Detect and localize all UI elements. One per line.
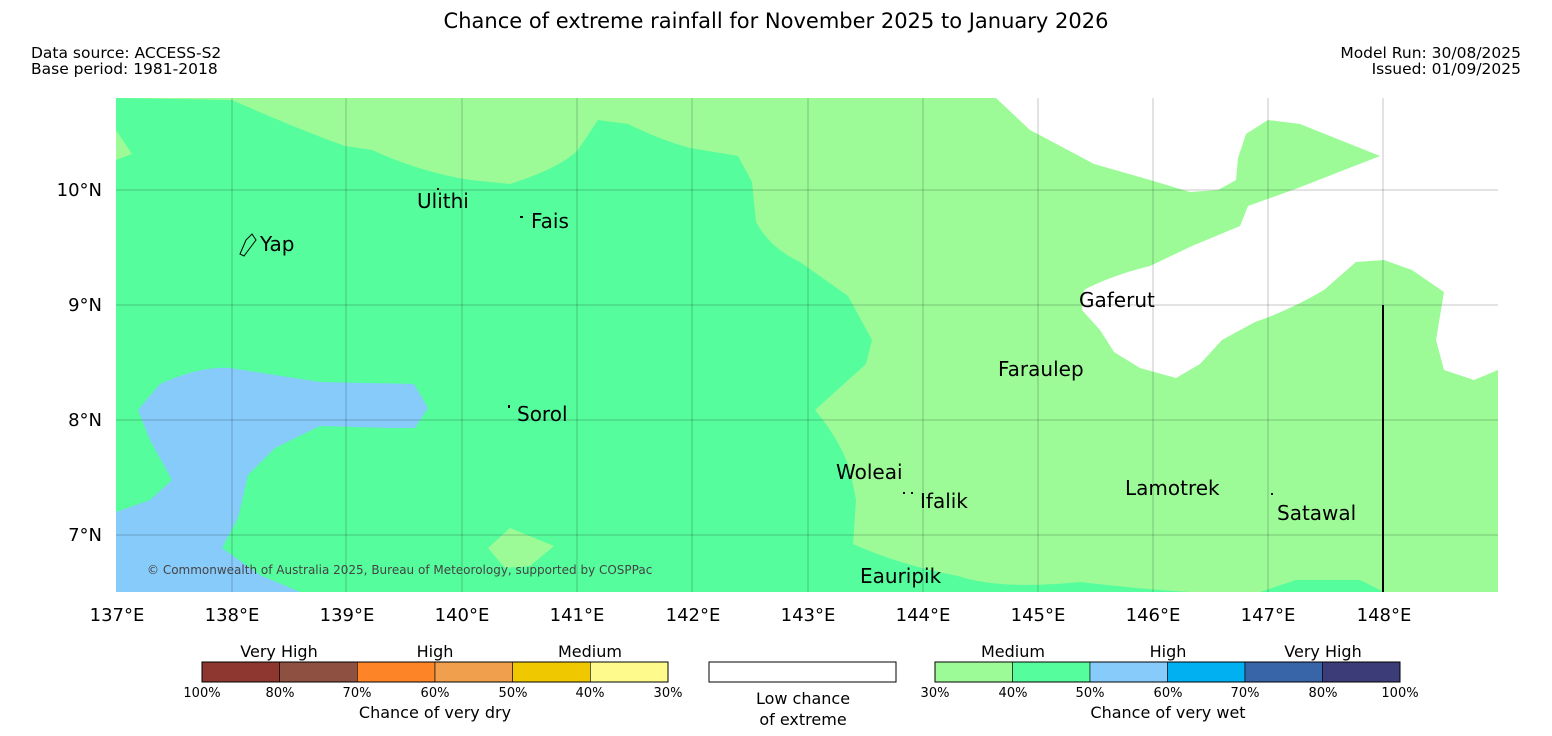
place-label-sorol: Sorol: [517, 402, 568, 426]
lon-label: 143°E: [781, 605, 836, 626]
place-label-woleai: Woleai: [836, 460, 903, 484]
lon-label: 137°E: [90, 605, 145, 626]
yap-island-outline: [239, 233, 257, 257]
lon-label: 140°E: [435, 605, 490, 626]
place-label-fais: Fais: [531, 209, 569, 233]
legend-low-chance: Low chance of extreme: [708, 661, 897, 729]
place-label-faraulep: Faraulep: [998, 357, 1084, 381]
lon-label: 145°E: [1011, 605, 1066, 626]
place-label-gaferut: Gaferut: [1079, 288, 1155, 312]
legend-dry-tick: 30%: [654, 686, 683, 701]
legend-dry-tick: 40%: [576, 686, 605, 701]
legend-dry-swatch: [357, 661, 436, 683]
legend-dry-swatch: [201, 661, 280, 683]
region-wet-medium-40-50-patch: [1260, 580, 1384, 592]
base-period: Base period: 1981-2018: [31, 60, 218, 78]
place-label-yap: Yap: [259, 232, 294, 256]
lon-label: 142°E: [666, 605, 721, 626]
issued-date: Issued: 01/09/2025: [1371, 60, 1521, 78]
place-label-lamotrek: Lamotrek: [1125, 476, 1220, 500]
legend-dry-group-label: Very High: [240, 642, 317, 661]
lat-label: 10°N: [57, 180, 102, 201]
legend-wet-tick: 70%: [1231, 686, 1260, 701]
legend-wet-swatch: [1012, 661, 1091, 683]
legend-wet-swatch: [1089, 661, 1168, 683]
lon-label: 146°E: [1126, 605, 1181, 626]
region-wet-medium-30-40-patch: [488, 528, 554, 568]
legend-low-chance-label-2: of extreme: [759, 710, 846, 729]
legend-wet-tick: 60%: [1154, 686, 1183, 701]
legend-dry-tick: 50%: [499, 686, 528, 701]
legend-dry-tick: 70%: [343, 686, 372, 701]
legend-dry-tick: 80%: [266, 686, 295, 701]
legend-wet-group-label: Medium: [981, 642, 1045, 661]
longitude-labels: 137°E 138°E 139°E 140°E 141°E 142°E 143°…: [90, 605, 1412, 626]
model-run: Model Run: 30/08/2025: [1340, 44, 1521, 62]
place-labels: Yap Ulithi Fais Sorol Gaferut Faraulep W…: [259, 189, 1356, 588]
legend-dry: Very High High Medium 100% 80% 70% 60% 5…: [183, 642, 682, 722]
region-wet-medium-30-40-corner: [116, 130, 132, 160]
legend-dry-title: Chance of very dry: [359, 703, 511, 722]
island-dots: [437, 188, 1273, 495]
legend-wet-swatch: [934, 661, 1013, 683]
legend-wet-tick: 50%: [1076, 686, 1105, 701]
place-label-satawal: Satawal: [1277, 501, 1356, 525]
legend-wet-tick: 30%: [921, 686, 950, 701]
legend-dry-tick: 100%: [183, 686, 220, 701]
lon-label: 147°E: [1241, 605, 1296, 626]
lat-label: 8°N: [68, 410, 102, 431]
copyright-notice: © Commonwealth of Australia 2025, Bureau…: [147, 563, 652, 577]
lon-label: 141°E: [550, 605, 605, 626]
graticule: [116, 98, 1498, 592]
region-low-chance-north: [996, 98, 1498, 592]
lon-label: 148°E: [1357, 605, 1412, 626]
lat-label: 7°N: [68, 525, 102, 546]
legend-wet-swatch: [1322, 661, 1401, 683]
region-wet-high-50-60: [116, 367, 428, 592]
legend-low-chance-label-1: Low chance: [756, 689, 850, 708]
legend-wet-group-label: High: [1150, 642, 1187, 661]
lat-label: 9°N: [68, 295, 102, 316]
legend-dry-swatch: [590, 661, 669, 683]
legend-dry-colorbar: [201, 661, 669, 683]
lon-label: 139°E: [320, 605, 375, 626]
legend-dry-group-label: High: [417, 642, 454, 661]
legend-low-chance-swatch: [708, 661, 897, 683]
legend-wet-tick: 80%: [1309, 686, 1338, 701]
legend-dry-group-label: Medium: [558, 642, 622, 661]
legend-dry-swatch: [434, 661, 513, 683]
legend-wet-tick: 40%: [999, 686, 1028, 701]
data-source: Data source: ACCESS-S2: [31, 44, 222, 62]
legend-wet-tick: 100%: [1381, 686, 1418, 701]
region-wet-medium-30-40-sliver: [411, 98, 420, 116]
legend-dry-tick: 60%: [421, 686, 450, 701]
place-label-ifalik: Ifalik: [920, 489, 968, 513]
legend-wet-swatch: [1167, 661, 1246, 683]
legend-wet-group-label: Very High: [1284, 642, 1361, 661]
place-label-eauripik: Eauripik: [860, 564, 942, 588]
map-title: Chance of extreme rainfall for November …: [443, 9, 1109, 33]
legend-wet-title: Chance of very wet: [1090, 703, 1245, 722]
lon-label: 138°E: [205, 605, 260, 626]
legend-wet-colorbar: [934, 661, 1401, 683]
legend-wet: Medium High Very High 30% 40% 50% 60% 70…: [921, 642, 1419, 722]
region-wet-medium-40-50: [116, 98, 1190, 592]
legend-wet-swatch: [1244, 661, 1323, 683]
latitude-labels: 10°N 9°N 8°N 7°N: [57, 180, 102, 546]
lon-label: 144°E: [896, 605, 951, 626]
metadata-right: Model Run: 30/08/2025 Issued: 01/09/2025: [1340, 45, 1521, 77]
map-area: Yap Ulithi Fais Sorol Gaferut Faraulep W…: [116, 98, 1498, 592]
metadata-left: Data source: ACCESS-S2 Base period: 1981…: [31, 45, 221, 77]
place-label-ulithi: Ulithi: [417, 189, 469, 213]
legend-dry-swatch: [512, 661, 591, 683]
legend-dry-swatch: [279, 661, 358, 683]
